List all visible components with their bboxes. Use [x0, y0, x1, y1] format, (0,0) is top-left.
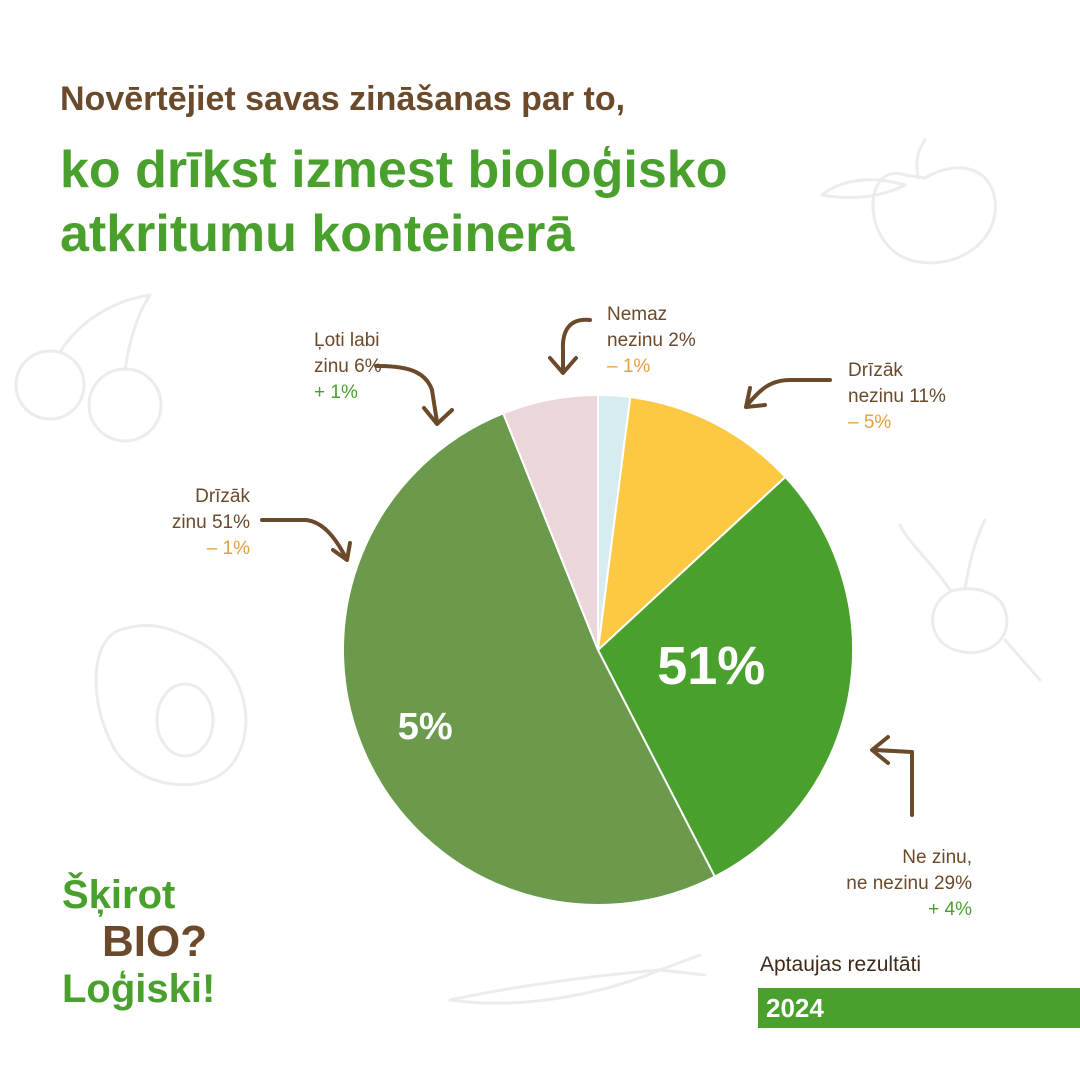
label-nemaz-line-2: nezinu 2%: [607, 330, 696, 351]
avocado-icon: [94, 623, 248, 787]
label-ne-zinu-change: + 4%: [928, 899, 972, 920]
logo-line-1: Šķirot: [62, 873, 176, 917]
label-drizak-zinu-line-2: zinu 51%: [171, 512, 250, 533]
beet-icon: [898, 518, 1042, 682]
year-label: 2024: [766, 993, 824, 1023]
pie-slices: [342, 393, 854, 906]
label-drizak-nezinu-line-2: nezinu 11%: [848, 386, 946, 407]
label-drizak-nezinu: Drīzāk nezinu 11% – 5%: [848, 358, 946, 436]
label-nemaz-nezinu: Nemaz nezinu 2% – 1%: [607, 302, 696, 380]
label-ne-zinu-line-1: Ne zinu,: [902, 847, 972, 868]
arrow-ne-zinu: [870, 735, 914, 817]
arrow-drizak-nezinu: [744, 378, 832, 409]
label-loti-labi: Ļoti labi zinu 6% + 1%: [314, 328, 382, 406]
carrot-icon: [448, 953, 707, 1005]
pie-slice-drīzāk-zinu: [342, 411, 717, 906]
label-drizak-nezinu-line-1: Drīzāk: [848, 360, 903, 381]
label-drizak-nezinu-change: – 5%: [848, 412, 892, 433]
heading-intro: Novērtējiet savas zināšanas par to,: [60, 80, 626, 118]
cherries-icon: [14, 293, 163, 443]
pie-slice-ne-zinu-ne-nezinu: [596, 475, 854, 879]
pie-slice-drīzāk-nezinu: [596, 395, 787, 653]
pie-inner-label: 5%: [398, 706, 453, 748]
arrow-drizak-zinu: [260, 518, 352, 562]
arrow-loti-labi: [374, 364, 454, 426]
logo-line-2: BIO?: [102, 917, 208, 966]
label-loti-labi-line-2: zinu 6%: [314, 356, 382, 377]
label-nemaz-change: – 1%: [607, 356, 651, 377]
label-nemaz-line-1: Nemaz: [607, 304, 668, 325]
apple-icon: [820, 138, 997, 265]
heading-main-line-2: atkritumu konteinerā: [60, 205, 575, 263]
heading-main-line-1: ko drīkst izmest bioloģisko: [60, 141, 728, 199]
logo: Šķirot BIO? Loģiski!: [62, 872, 215, 1012]
label-ne-zinu: Ne zinu, ne nezinu 29% + 4%: [790, 845, 972, 923]
heading-main: ko drīkst izmest bioloģisko atkritumu ko…: [60, 138, 880, 266]
survey-caption: Aptaujas rezultāti: [760, 953, 922, 976]
label-drizak-zinu: Drīzāk zinu 51% – 1%: [130, 484, 250, 562]
pie-slice-ļoti-labi-zinu: [501, 393, 599, 651]
arrow-nemaz: [548, 317, 592, 375]
logo-line-3: Loģiski!: [62, 967, 216, 1011]
pie-inner-label: 51%: [657, 636, 765, 696]
label-drizak-zinu-change: – 1%: [206, 538, 250, 559]
year-bar: 2024: [758, 988, 1080, 1028]
label-loti-labi-line-1: Ļoti labi: [314, 330, 380, 351]
pie-inner-labels: 51% 5%: [398, 636, 766, 748]
label-ne-zinu-line-2: ne nezinu 29%: [846, 873, 972, 894]
label-drizak-zinu-line-1: Drīzāk: [195, 486, 250, 507]
label-loti-labi-change: + 1%: [314, 382, 358, 403]
